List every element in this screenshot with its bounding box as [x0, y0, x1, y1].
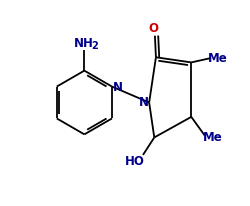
Text: 2: 2 [90, 41, 97, 51]
Text: N: N [138, 96, 148, 109]
Text: N: N [113, 80, 123, 93]
Text: Me: Me [202, 130, 222, 143]
Text: HO: HO [124, 154, 144, 167]
Text: Me: Me [207, 52, 227, 65]
Text: O: O [148, 22, 158, 35]
Text: NH: NH [73, 37, 93, 50]
